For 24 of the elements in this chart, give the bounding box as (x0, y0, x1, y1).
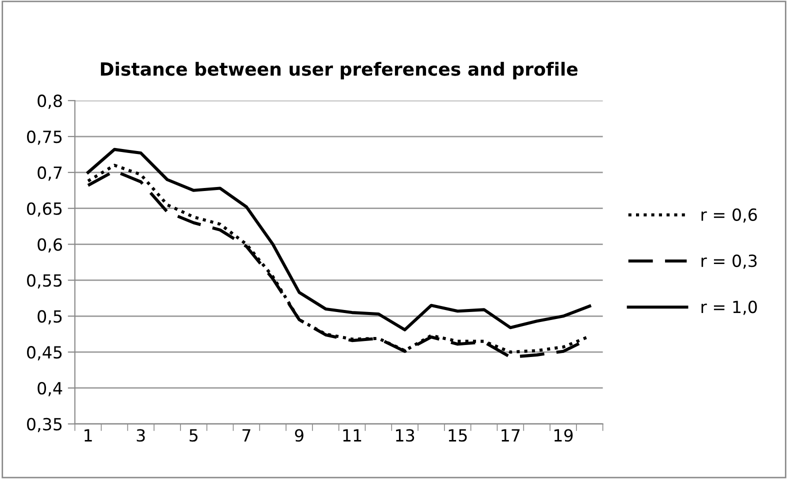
y-tick-label: 0,8 (38, 94, 62, 109)
x-tick-label: 1 (84, 429, 92, 442)
y-tick-label: 0,4 (38, 382, 62, 396)
x-tick-label: 9 (294, 429, 304, 442)
chart-title: Distance between user preferences and profile (100, 62, 578, 80)
x-tick-label: 7 (242, 429, 250, 442)
x-tick-label: 3 (136, 429, 145, 442)
legend-label: r = 1,0 (702, 300, 757, 315)
x-tick-label: 19 (554, 429, 573, 442)
y-tick-label: 0,65 (27, 202, 62, 217)
x-tick-label: 13 (396, 429, 414, 442)
x-tick-label: 15 (448, 429, 467, 442)
y-tick-label: 0,55 (27, 274, 62, 288)
x-tick-label: 17 (502, 429, 520, 442)
x-tick-label: 11 (343, 429, 362, 442)
y-tick-label: 0,45 (27, 346, 62, 360)
legend-label: r = 0,6 (702, 208, 757, 223)
y-tick-label: 0,35 (27, 418, 62, 432)
y-tick-label: 0,75 (27, 130, 62, 145)
y-tick-label: 0,5 (38, 310, 62, 324)
x-tick-label: 5 (190, 429, 198, 442)
y-tick-label: 0,6 (38, 238, 62, 253)
y-tick-label: 0,7 (38, 166, 62, 181)
legend-label: r = 0,3 (702, 254, 757, 269)
